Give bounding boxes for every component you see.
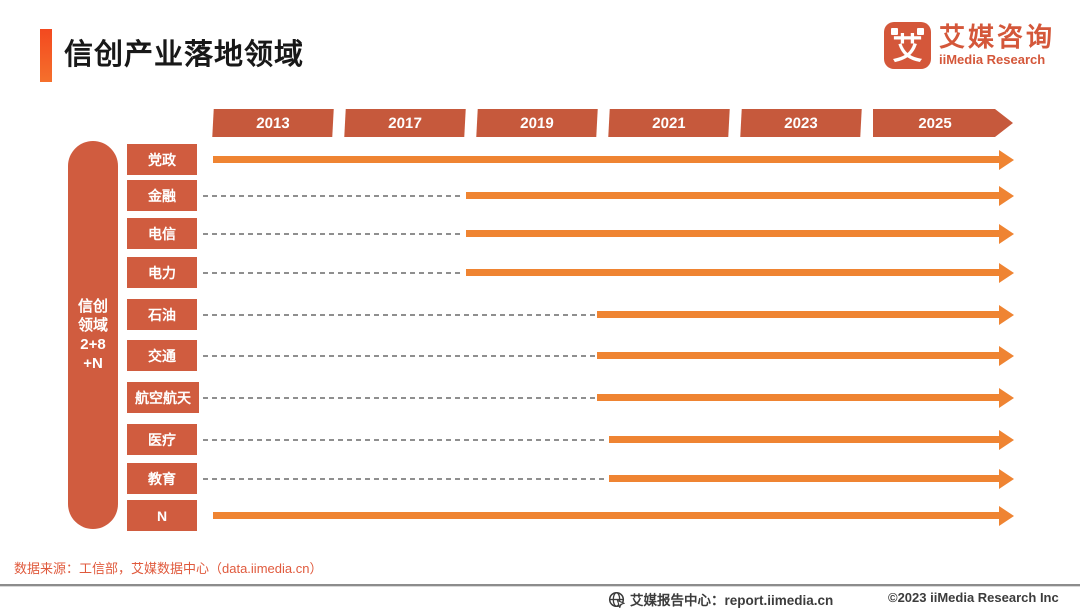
logo-name-en: iiMedia Research	[938, 52, 1046, 67]
timeline-arrow-bar	[597, 394, 1000, 401]
dashed-lead-line	[203, 195, 464, 197]
globe-icon	[608, 591, 625, 608]
timeline-arrow-head	[999, 263, 1014, 283]
timeline-arrow-bar	[609, 436, 1000, 443]
footer-divider	[0, 584, 1080, 587]
timeline-arrow-bar	[213, 512, 1000, 519]
timeline-arrow-bar	[466, 230, 1000, 237]
title-accent-bar	[40, 29, 52, 82]
row-label-9: 教育	[127, 463, 197, 494]
source-note: 数据来源：工信部，艾媒数据中心（data.iimedia.cn）	[14, 561, 323, 576]
timeline-arrow-head	[999, 150, 1014, 170]
year-block-2023: 2023	[740, 109, 862, 137]
iimedia-logo-icon: 艾	[883, 22, 931, 69]
logo-text: 艾媒咨询 iiMedia Research	[939, 22, 1055, 68]
logo-name-cn: 艾媒咨询	[938, 22, 1055, 52]
dashed-lead-line	[203, 478, 607, 480]
year-block-2013: 2013	[212, 109, 334, 137]
timeline-arrow-bar	[597, 352, 1000, 359]
timeline-arrow-head	[999, 430, 1014, 450]
timeline-arrow-bar	[213, 156, 1000, 163]
dashed-lead-line	[203, 439, 607, 441]
dashed-lead-line	[203, 314, 595, 316]
footer-copyright: ©2023 iiMedia Research Inc	[888, 590, 1059, 605]
timeline-arrow-head	[999, 186, 1014, 206]
row-label-8: 医疗	[127, 424, 197, 455]
timeline-arrow-head	[999, 224, 1014, 244]
row-label-4: 电力	[127, 257, 197, 288]
footer-report-text: 艾媒报告中心：report.iimedia.cn	[630, 593, 834, 608]
page-title: 信创产业落地领域	[64, 39, 305, 71]
timeline-arrow-bar	[597, 311, 1000, 318]
dashed-lead-line	[203, 355, 595, 357]
timeline-arrow-head	[999, 506, 1014, 526]
year-block-2021: 2021	[608, 109, 730, 137]
timeline-arrow-head	[999, 305, 1014, 325]
row-label-10: N	[127, 500, 197, 531]
row-label-3: 电信	[127, 218, 197, 249]
footer-report-center: 艾媒报告中心：report.iimedia.cn	[608, 589, 833, 608]
sidebar-bracket: 信创 领域 2+8 +N	[68, 141, 118, 529]
timeline-arrow-head	[999, 346, 1014, 366]
year-block-2017: 2017	[344, 109, 466, 137]
year-block-2025: 2025	[873, 109, 1013, 137]
row-label-7: 航空航天	[127, 382, 199, 413]
timeline-arrow-bar	[609, 475, 1000, 482]
dashed-lead-line	[203, 233, 464, 235]
row-label-1: 党政	[127, 144, 197, 175]
row-label-2: 金融	[127, 180, 197, 211]
row-label-5: 石油	[127, 299, 197, 330]
timeline-arrow-bar	[466, 192, 1000, 199]
dashed-lead-line	[203, 397, 595, 399]
timeline-arrow-head	[999, 469, 1014, 489]
timeline-arrow-bar	[466, 269, 1000, 276]
brand-logo: 艾 艾媒咨询 iiMedia Research	[883, 22, 1055, 69]
dashed-lead-line	[203, 272, 464, 274]
year-block-2019: 2019	[476, 109, 598, 137]
timeline-arrow-head	[999, 388, 1014, 408]
row-label-6: 交通	[127, 340, 197, 371]
